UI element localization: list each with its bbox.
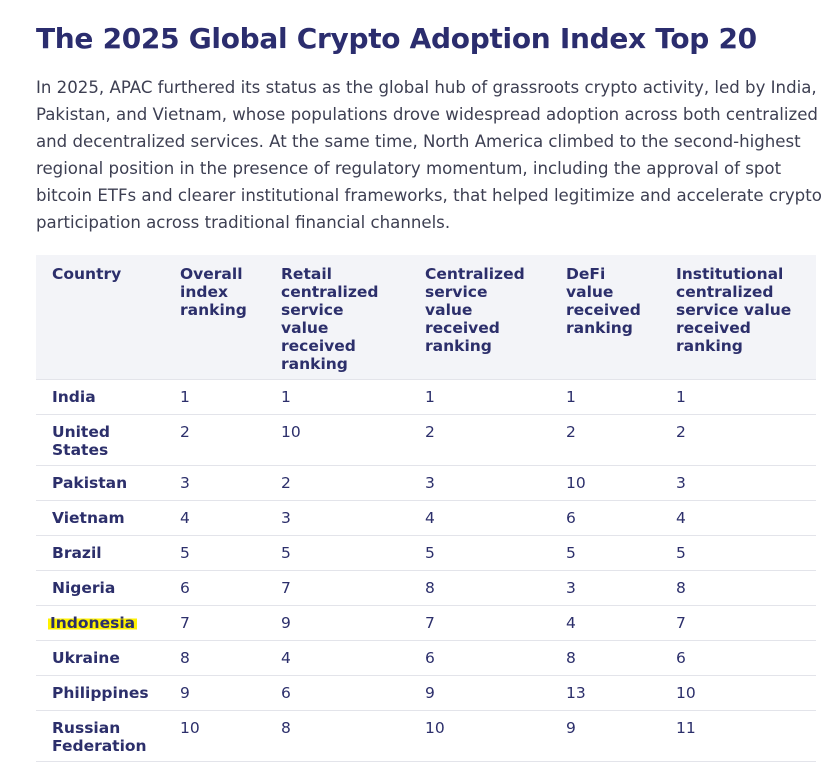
rank-cell: 10 [550, 465, 660, 501]
table-row: Nigeria 6 7 8 3 8 [36, 570, 816, 606]
column-header: Institutional centralized service value … [660, 255, 816, 380]
rank-cell: 1 [265, 379, 409, 415]
rank-cell: 3 [164, 465, 265, 501]
rank-cell: 6 [660, 640, 816, 676]
rank-cell: 7 [409, 605, 550, 641]
column-header: Centralized service value received ranki… [409, 255, 550, 380]
rank-cell: 10 [660, 675, 816, 711]
rank-cell: 7 [265, 570, 409, 606]
rank-cell: 4 [409, 500, 550, 536]
rank-cell: 4 [660, 500, 816, 536]
rank-cell: 9 [409, 675, 550, 711]
rank-cell: 10 [409, 710, 550, 762]
rank-cell: 8 [660, 570, 816, 606]
rank-cell: 7 [164, 605, 265, 641]
rank-cell: 2 [550, 414, 660, 466]
column-header: Retail centralized service value receive… [265, 255, 409, 380]
rank-cell: 1 [660, 379, 816, 415]
column-header: Country [36, 255, 164, 380]
rank-cell: 6 [550, 500, 660, 536]
ranking-table: Country Overall index ranking Retail centr… [36, 255, 816, 762]
rank-cell: 1 [164, 379, 265, 415]
rank-cell: 6 [164, 570, 265, 606]
country-cell: Russian Federation [36, 710, 164, 762]
rank-cell: 13 [550, 675, 660, 711]
rank-cell: 8 [409, 570, 550, 606]
rank-cell: 10 [265, 414, 409, 466]
highlighted-country: Indonesia [48, 614, 138, 632]
rank-cell: 5 [409, 535, 550, 571]
rank-cell: 4 [164, 500, 265, 536]
rank-cell: 9 [550, 710, 660, 762]
rank-cell: 9 [265, 605, 409, 641]
table-row: Pakistan 3 2 3 10 3 [36, 465, 816, 501]
title: The 2025 Global Crypto Adoption Index To… [36, 22, 757, 55]
country-cell: Nigeria [36, 570, 164, 606]
table-row: Philippines 9 6 9 13 10 [36, 675, 816, 711]
table-row: Vietnam 4 3 4 6 4 [36, 500, 816, 536]
rank-cell: 10 [164, 710, 265, 762]
intro: In 2025, APAC furthered its status as th… [36, 78, 822, 232]
rank-cell: 8 [265, 710, 409, 762]
rank-cell: 1 [550, 379, 660, 415]
table-row: Russian Federation 10 8 10 9 11 [36, 710, 816, 762]
table-row: Brazil 5 5 5 5 5 [36, 535, 816, 571]
rank-cell: 6 [409, 640, 550, 676]
header-row: Country Overall index ranking Retail centr… [36, 255, 816, 380]
country-cell: Brazil [36, 535, 164, 571]
country-cell: India [36, 379, 164, 415]
rank-cell: 2 [660, 414, 816, 466]
country-cell: Indonesia [36, 605, 164, 641]
country-cell: United States [36, 414, 164, 466]
rank-cell: 6 [265, 675, 409, 711]
rank-cell: 2 [409, 414, 550, 466]
rank-cell: 2 [265, 465, 409, 501]
country-cell: Vietnam [36, 500, 164, 536]
column-header: Overall index ranking [164, 255, 265, 380]
rank-cell: 3 [660, 465, 816, 501]
table-row: Indonesia 7 9 7 4 7 [36, 605, 816, 641]
rank-cell: 1 [409, 379, 550, 415]
rank-cell: 8 [550, 640, 660, 676]
country-cell: Pakistan [36, 465, 164, 501]
rank-cell: 8 [164, 640, 265, 676]
country-cell: Philippines [36, 675, 164, 711]
rank-cell: 4 [265, 640, 409, 676]
rank-cell: 7 [660, 605, 816, 641]
rank-cell: 3 [550, 570, 660, 606]
rank-cell: 3 [409, 465, 550, 501]
rank-cell: 5 [265, 535, 409, 571]
rank-cell: 4 [550, 605, 660, 641]
table-row: India 1 1 1 1 1 [36, 379, 816, 415]
rank-cell: 5 [660, 535, 816, 571]
country-cell: Ukraine [36, 640, 164, 676]
column-header: DeFi value received ranking [550, 255, 660, 380]
rank-cell: 5 [550, 535, 660, 571]
rank-cell: 5 [164, 535, 265, 571]
table-body: India 1 1 1 1 1 United States 2 10 2 2 2 Pakistan 3 2 3… [36, 379, 816, 762]
table-row: United States 2 10 2 2 2 [36, 414, 816, 466]
rank-cell: 3 [265, 500, 409, 536]
rank-cell: 11 [660, 710, 816, 762]
rank-cell: 2 [164, 414, 265, 466]
rank-cell: 9 [164, 675, 265, 711]
table-row: Ukraine 8 4 6 8 6 [36, 640, 816, 676]
